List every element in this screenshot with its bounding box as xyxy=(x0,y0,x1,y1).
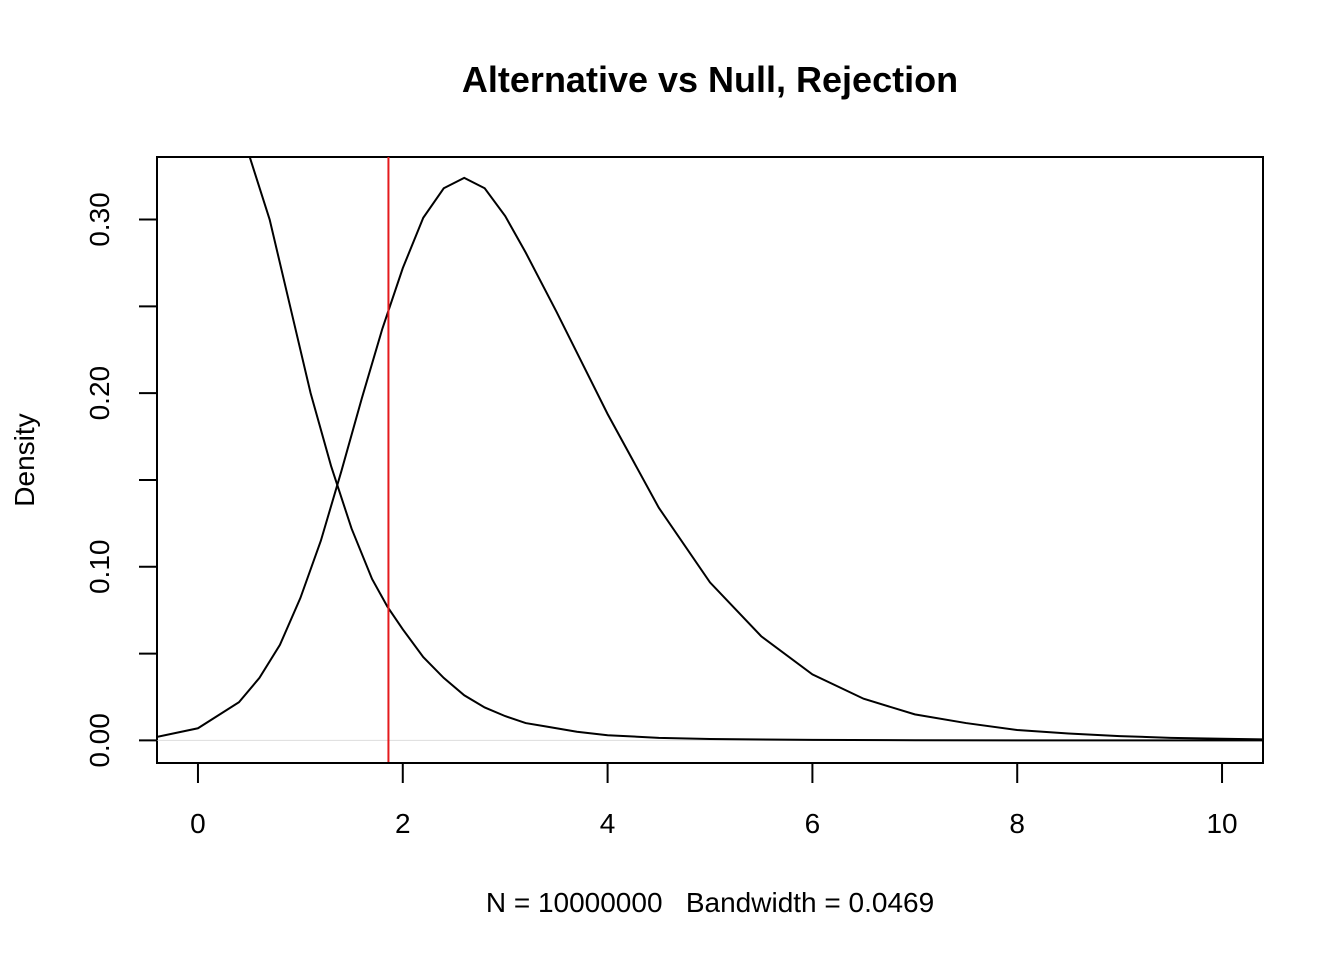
x-tick-label-0: 0 xyxy=(190,808,206,839)
plot-frame xyxy=(156,156,1264,764)
chart-title: Alternative vs Null, Rejection xyxy=(462,59,958,100)
y-tick-label-4: 0.20 xyxy=(84,366,115,421)
x-axis-label: N = 10000000 Bandwidth = 0.0469 xyxy=(486,887,934,918)
x-tick-label-1: 2 xyxy=(395,808,411,839)
y-tick-label-6: 0.30 xyxy=(84,192,115,247)
y-tick-label-0: 0.00 xyxy=(84,713,115,768)
x-tick-label-2: 4 xyxy=(600,808,616,839)
x-tick-label-4: 8 xyxy=(1009,808,1025,839)
y-axis-label: Density xyxy=(9,413,40,506)
plot-area xyxy=(157,157,1263,763)
y-tick-label-2: 0.10 xyxy=(84,540,115,595)
x-tick-label-3: 6 xyxy=(805,808,821,839)
density-curve-1 xyxy=(248,157,1263,742)
x-tick-label-5: 10 xyxy=(1206,808,1237,839)
density-curve-2 xyxy=(157,176,1263,741)
axes: 0 2 4 6 8 10 0.00 0.10 0.20 0.30 xyxy=(84,192,1238,839)
